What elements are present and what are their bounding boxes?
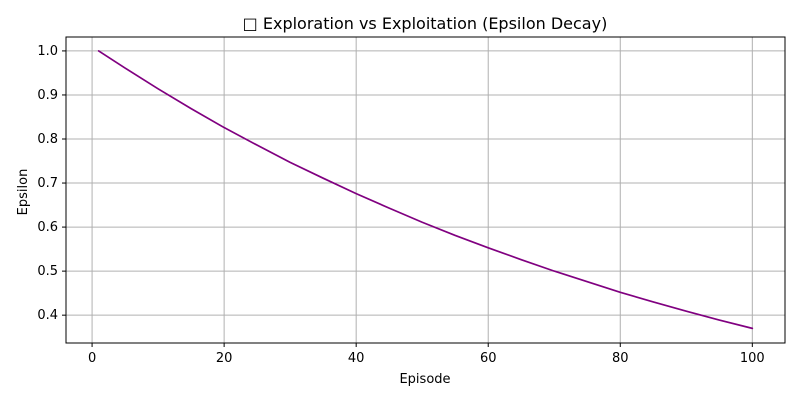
x-tick-label: 0 (88, 351, 96, 366)
x-tick-label: 40 (348, 351, 365, 366)
plot-area: 0 20 40 60 80 100 0.4 0.5 0.6 0.7 0.8 0.9 1.0 (37, 36, 786, 366)
y-tick-label: 0.8 (37, 132, 58, 147)
x-axis-label: Episode (399, 372, 450, 387)
y-tick-label: 0.6 (37, 220, 58, 235)
x-tick-label: 80 (612, 351, 629, 366)
y-tick-label: 1.0 (37, 44, 58, 59)
y-tick-label: 0.4 (37, 308, 58, 323)
plot-frame (65, 36, 786, 344)
x-tick-label: 60 (480, 351, 497, 366)
x-tick-label: 20 (216, 351, 233, 366)
y-axis-label: Epsilon (16, 169, 31, 216)
chart-title: □ Exploration vs Exploitation (Epsilon D… (243, 14, 608, 33)
y-tick-label: 0.5 (37, 264, 58, 279)
x-tick-label: 100 (740, 351, 765, 366)
y-tick-label: 0.9 (37, 88, 58, 103)
y-tick-label: 0.7 (37, 176, 58, 191)
series-line (97, 50, 754, 330)
